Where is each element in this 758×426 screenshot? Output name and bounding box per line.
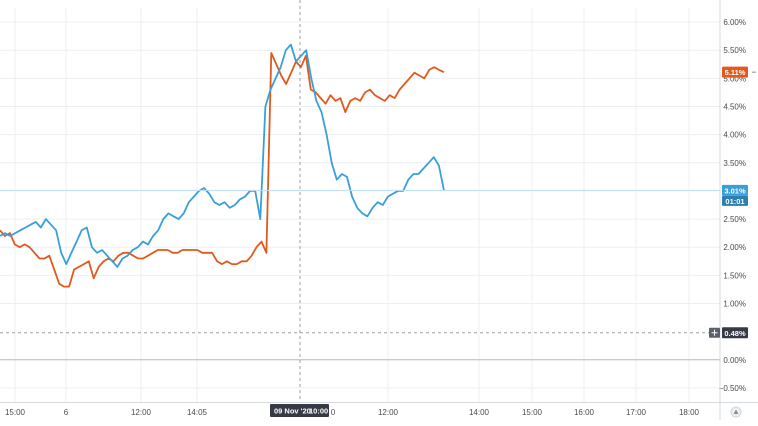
blue-countdown-badge: 01:01 xyxy=(725,197,744,206)
series-layer[interactable] xyxy=(0,43,445,288)
blue-last-value-badge-bg xyxy=(722,184,748,196)
y-tick-label: 0.00% xyxy=(723,356,746,365)
x-tick-label: 15:00 xyxy=(522,408,543,417)
blue-series-line[interactable] xyxy=(0,43,445,268)
crosshair-y-label-bg xyxy=(722,327,748,339)
y-tick-label: 5.00% xyxy=(723,74,746,83)
y-tick-label: −0.50% xyxy=(719,384,746,393)
x-tick-label: 14:00 xyxy=(469,408,490,417)
orange-last-value-badge-bg xyxy=(722,66,748,78)
x-tick-label: 17:00 xyxy=(626,408,647,417)
y-tick-label: 4.00% xyxy=(723,131,746,140)
crosshair-layer xyxy=(0,0,720,402)
crosshair-y-label: 0.48% xyxy=(724,329,746,338)
y-tick-label: 2.00% xyxy=(723,243,746,252)
crosshair-time-badge xyxy=(270,404,329,417)
blue-last-value-badge: 3.01% xyxy=(724,186,746,195)
y-tick-label: 1.00% xyxy=(723,300,746,309)
crosshair-date-label: 09 Nov '20 xyxy=(274,407,311,416)
x-tick-label: 16:00 xyxy=(574,408,595,417)
price-axis[interactable]: 6.00%5.50%5.00%4.50%4.00%3.50%3.00%2.50%… xyxy=(719,0,756,420)
x-tick-label: 12:00 xyxy=(378,408,399,417)
x-tick-label: 14:05 xyxy=(187,408,208,417)
y-tick-label: 4.50% xyxy=(723,103,746,112)
crosshair-plus-icon[interactable] xyxy=(709,327,720,338)
auto-scale-icon[interactable] xyxy=(730,406,742,418)
y-tick-label: 2.50% xyxy=(723,215,746,224)
time-axis[interactable]: 15:00 6 12:00 14:05 12:00 14:00 15:00 16:00 17:0… xyxy=(0,402,758,418)
grid-layer xyxy=(0,8,720,402)
y-tick-label: 3.50% xyxy=(723,159,746,168)
crosshair-time-label: 10:00 xyxy=(309,407,328,416)
y-tick-label: 6.00% xyxy=(723,18,746,27)
x-tick-label-partial: 0 xyxy=(331,408,336,417)
x-tick-label: 15:00 xyxy=(5,408,26,417)
orange-series-line[interactable] xyxy=(0,52,445,288)
y-tick-label: 1.50% xyxy=(723,271,746,280)
x-tick-label: 12:00 xyxy=(131,408,152,417)
x-tick-label: 18:00 xyxy=(679,408,700,417)
x-tick-label: 6 xyxy=(64,408,69,417)
blue-countdown-badge-bg xyxy=(722,195,748,206)
y-tick-label: 5.50% xyxy=(723,46,746,55)
orange-last-value-badge: 5.11% xyxy=(725,68,746,77)
